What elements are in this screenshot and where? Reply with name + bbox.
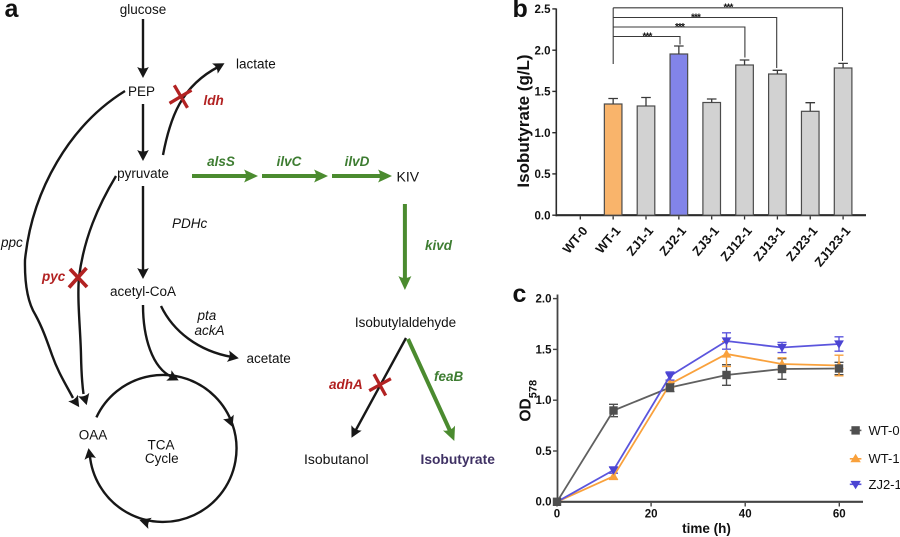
svg-text:ZJ123-1: ZJ123-1 bbox=[811, 223, 853, 269]
svg-text:acetyl-CoA: acetyl-CoA bbox=[110, 284, 176, 299]
svg-text:a: a bbox=[5, 0, 20, 23]
svg-text:ackA: ackA bbox=[195, 323, 225, 338]
svg-text:pta: pta bbox=[197, 308, 217, 323]
svg-text:2.0: 2.0 bbox=[536, 294, 552, 306]
svg-text:ZJ12-1: ZJ12-1 bbox=[717, 223, 755, 264]
svg-text:kivd: kivd bbox=[425, 238, 453, 253]
svg-text:ilvC: ilvC bbox=[277, 154, 302, 169]
svg-text:TCA: TCA bbox=[148, 438, 175, 453]
svg-text:ZJ1-1: ZJ1-1 bbox=[623, 223, 656, 258]
svg-text:time (h): time (h) bbox=[682, 521, 731, 536]
svg-text:ilvD: ilvD bbox=[345, 154, 370, 169]
svg-text:ppc: ppc bbox=[0, 235, 23, 250]
svg-text:0.5: 0.5 bbox=[536, 446, 553, 458]
svg-text:Isobutanol: Isobutanol bbox=[304, 451, 369, 467]
svg-text:1.0: 1.0 bbox=[535, 128, 551, 140]
svg-text:ldh: ldh bbox=[204, 93, 224, 108]
svg-text:glucose: glucose bbox=[120, 2, 167, 17]
svg-text:KIV: KIV bbox=[397, 169, 420, 185]
svg-text:20: 20 bbox=[645, 508, 658, 520]
svg-text:1.5: 1.5 bbox=[535, 87, 552, 99]
svg-text:b: b bbox=[513, 0, 528, 23]
svg-text:***: *** bbox=[724, 3, 734, 14]
svg-text:OD578: OD578 bbox=[518, 380, 540, 422]
svg-text:ZJ2-1: ZJ2-1 bbox=[656, 223, 689, 258]
svg-text:pyc: pyc bbox=[41, 269, 66, 284]
svg-text:***: *** bbox=[643, 31, 653, 42]
svg-text:WT-0: WT-0 bbox=[869, 423, 900, 438]
svg-text:adhA: adhA bbox=[329, 377, 363, 392]
svg-text:lactate: lactate bbox=[236, 57, 276, 72]
svg-text:0.5: 0.5 bbox=[535, 169, 552, 181]
svg-text:40: 40 bbox=[739, 508, 752, 520]
svg-text:PDHc: PDHc bbox=[172, 216, 208, 231]
svg-text:WT-0: WT-0 bbox=[559, 223, 590, 256]
svg-text:1.5: 1.5 bbox=[536, 344, 553, 356]
svg-text:PEP: PEP bbox=[128, 84, 155, 99]
svg-text:acetate: acetate bbox=[247, 351, 291, 366]
svg-text:Isobutyrate (g/L): Isobutyrate (g/L) bbox=[514, 54, 533, 187]
svg-text:***: *** bbox=[675, 22, 685, 33]
svg-text:2.5: 2.5 bbox=[535, 4, 552, 16]
svg-text:0.0: 0.0 bbox=[536, 497, 552, 509]
svg-text:1.0: 1.0 bbox=[536, 395, 552, 407]
svg-text:ZJ13-1: ZJ13-1 bbox=[750, 223, 788, 264]
svg-text:2.0: 2.0 bbox=[535, 45, 551, 57]
svg-text:Isobutylaldehyde: Isobutylaldehyde bbox=[355, 315, 456, 330]
svg-text:WT-1: WT-1 bbox=[592, 223, 623, 256]
svg-text:OAA: OAA bbox=[79, 428, 108, 443]
svg-text:60: 60 bbox=[833, 508, 846, 520]
svg-text:***: *** bbox=[691, 12, 701, 23]
svg-text:c: c bbox=[513, 280, 527, 308]
svg-text:Isobutyrate: Isobutyrate bbox=[421, 452, 496, 467]
svg-text:feaB: feaB bbox=[434, 369, 464, 384]
svg-text:WT-1: WT-1 bbox=[869, 451, 900, 466]
svg-text:ZJ2-1: ZJ2-1 bbox=[869, 477, 900, 492]
svg-text:alsS: alsS bbox=[207, 154, 235, 169]
svg-text:pyruvate: pyruvate bbox=[117, 166, 169, 181]
svg-text:0: 0 bbox=[554, 508, 560, 520]
svg-text:0.0: 0.0 bbox=[535, 210, 551, 222]
svg-text:Cycle: Cycle bbox=[145, 451, 179, 466]
